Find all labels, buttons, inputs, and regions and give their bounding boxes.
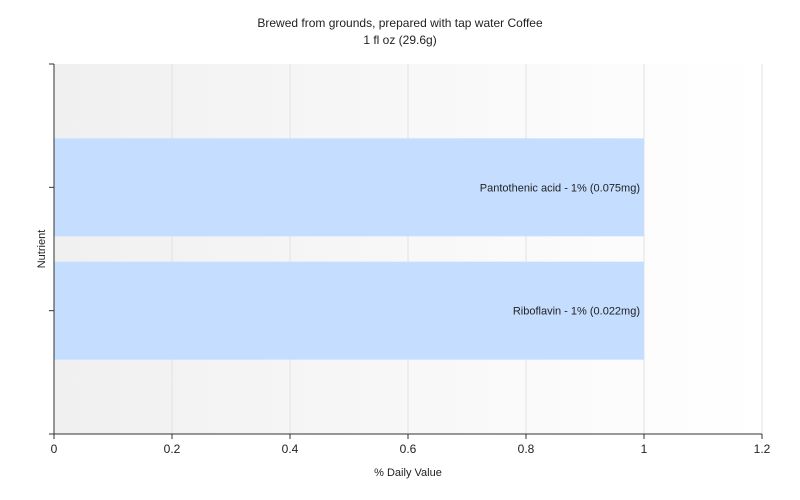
y-axis-title: Nutrient bbox=[36, 230, 48, 269]
x-tick-label: 0.4 bbox=[282, 442, 299, 456]
x-axis-title: % Daily Value bbox=[374, 467, 442, 479]
bar-pantothenic-acid bbox=[54, 138, 644, 237]
bar-label: Pantothenic acid - 1% (0.075mg) bbox=[480, 182, 640, 194]
bar-label: Riboflavin - 1% (0.022mg) bbox=[513, 306, 640, 318]
x-tick-label: 0.2 bbox=[164, 442, 181, 456]
x-tick-label: 0.6 bbox=[400, 442, 417, 456]
x-tick-label: 1.2 bbox=[754, 442, 771, 456]
x-tick-label: 0.8 bbox=[518, 442, 535, 456]
x-tick-label: 1 bbox=[641, 442, 648, 456]
bar-riboflavin bbox=[54, 261, 644, 360]
chart-subtitle: 1 fl oz (29.6g) bbox=[363, 33, 437, 47]
x-tick-label: 0 bbox=[51, 442, 58, 456]
chart-title: Brewed from grounds, prepared with tap w… bbox=[257, 16, 543, 30]
